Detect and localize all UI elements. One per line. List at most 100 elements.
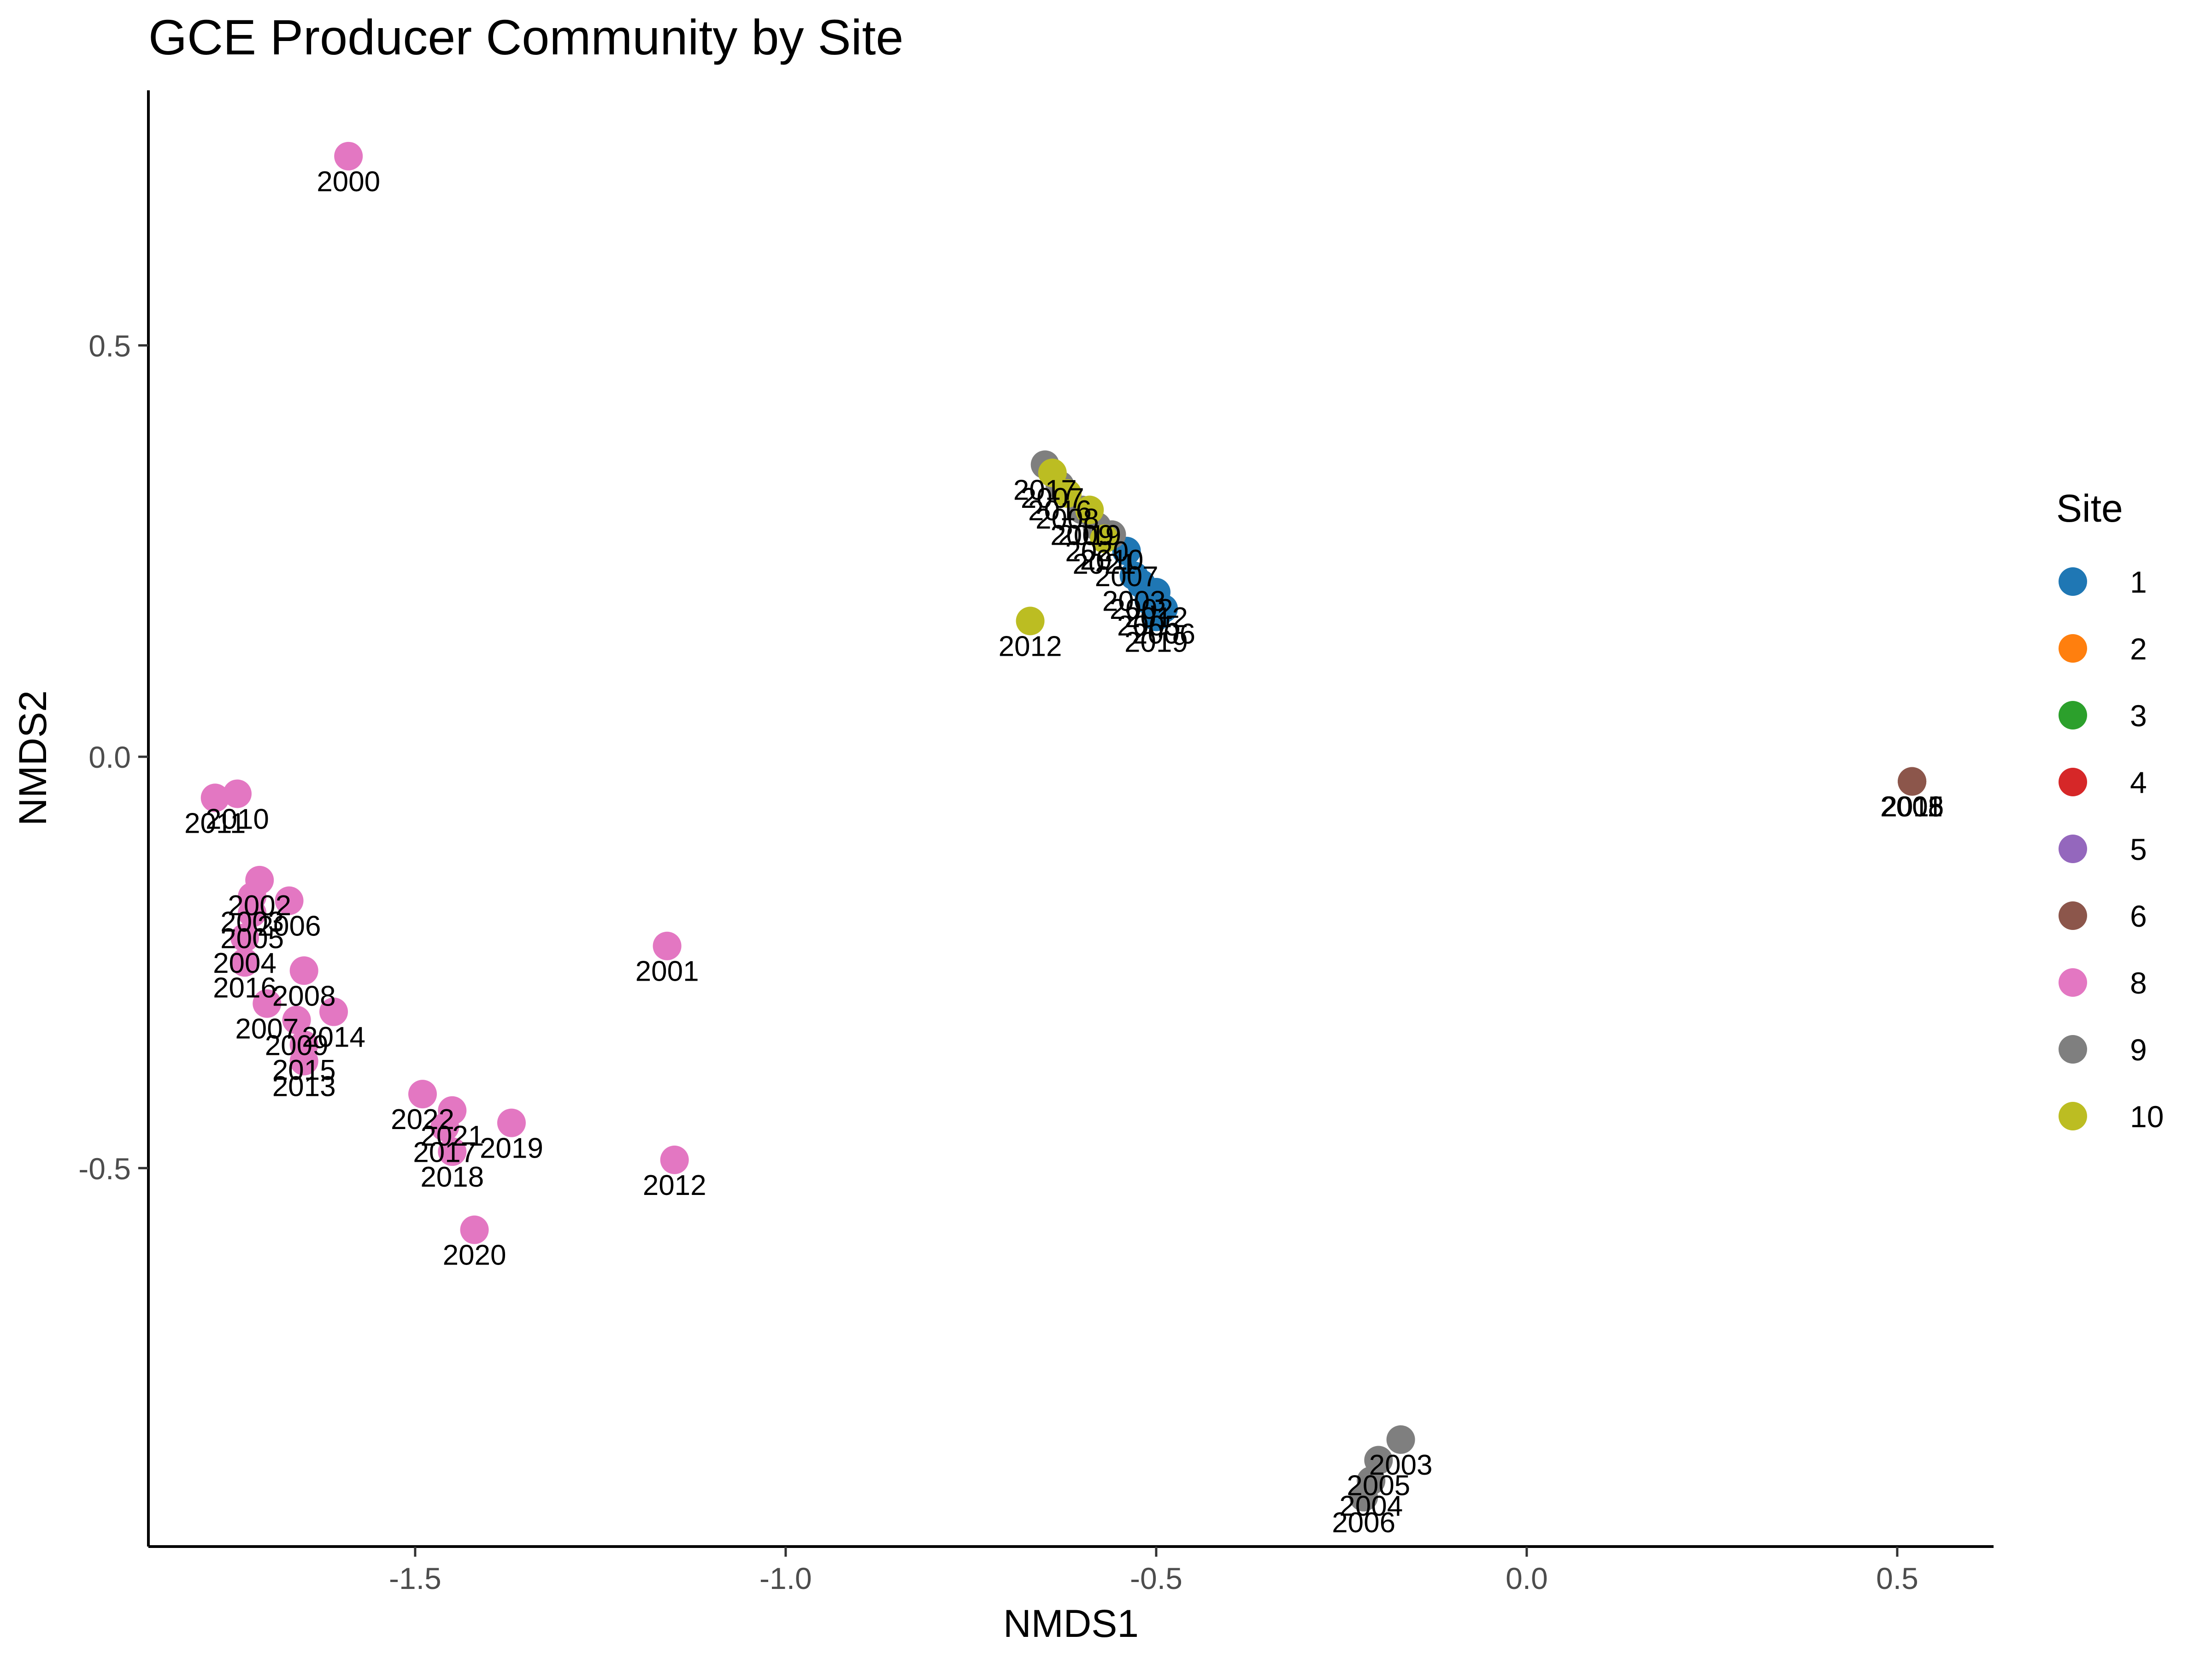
point-label: 2019	[1124, 627, 1188, 659]
point-label: 2012	[643, 1170, 706, 1201]
data-point-site-8	[282, 1006, 311, 1035]
chart-title: GCE Producer Community by Site	[148, 9, 904, 65]
axes	[147, 90, 1994, 1548]
point-label: 2020	[1065, 536, 1129, 568]
point-label: 2021	[420, 1120, 484, 1152]
y-tick-label: 0.5	[88, 329, 131, 363]
data-point-site-10	[1038, 459, 1067, 488]
legend-items: 1 2 3 4 5 6 8 9 10	[2059, 565, 2164, 1134]
legend: Site 1 2 3 4 5 6 8 9 10	[2056, 487, 2164, 1134]
data-point-site-8	[253, 989, 282, 1018]
x-tick-label: -1.5	[389, 1561, 441, 1595]
y-axis-title: NMDS2	[11, 690, 54, 826]
legend-label: 6	[2130, 899, 2147, 933]
point-label: 2012	[999, 631, 1062, 663]
point-label: 2017	[413, 1136, 477, 1168]
data-point-site-6	[1898, 767, 1927, 796]
legend-key	[2059, 768, 2087, 796]
point-label: 2013	[272, 1071, 336, 1103]
point-label: 2005	[1880, 791, 1944, 823]
legend-key	[2059, 1102, 2087, 1130]
point-label: 2020	[443, 1240, 506, 1271]
point-label: 2010	[1080, 544, 1143, 576]
point-label: 2006	[258, 911, 321, 942]
data-point-site-8	[460, 1215, 489, 1244]
data-point-site-10	[1090, 524, 1119, 553]
data-point-site-8	[200, 783, 229, 812]
data-point-site-1	[1141, 602, 1171, 631]
point-labels: 2007200320022012200520062019201120082005…	[184, 166, 1944, 1539]
data-point-site-8	[289, 956, 318, 985]
point-label: 2011	[184, 807, 246, 839]
point-label: 2000	[317, 166, 380, 198]
data-point-site-10	[1075, 495, 1104, 524]
legend-key	[2059, 835, 2087, 863]
data-point-site-10	[1016, 606, 1045, 635]
point-label: 2018	[420, 1161, 484, 1193]
point-label: 2021	[1072, 548, 1136, 580]
point-label: 2002	[1110, 594, 1173, 625]
x-tick-label: -1.0	[759, 1561, 812, 1595]
data-points	[200, 141, 1927, 1512]
point-label: 2004	[1339, 1490, 1403, 1522]
point-label: 2007	[235, 1013, 299, 1045]
point-label: 2016	[1028, 495, 1092, 527]
legend-label: 2	[2130, 632, 2147, 666]
point-label: 2003	[220, 906, 284, 938]
x-tick-label: 0.5	[1876, 1561, 1918, 1595]
data-point-site-9	[1349, 1483, 1378, 1512]
data-point-site-8	[275, 886, 304, 915]
point-label: 2003	[1369, 1449, 1433, 1481]
data-point-site-8	[653, 931, 682, 960]
data-point-site-8	[319, 997, 348, 1026]
data-point-site-8	[430, 1112, 459, 1141]
point-label: 2001	[635, 956, 699, 988]
data-point-site-8	[230, 923, 259, 952]
point-label: 2008	[272, 980, 336, 1012]
point-label: 2005	[1347, 1470, 1410, 1502]
y-tick-label: -0.5	[78, 1152, 131, 1186]
point-label: 2009	[265, 1030, 329, 1061]
legend-label: 8	[2130, 966, 2147, 1000]
legend-key	[2059, 901, 2087, 930]
point-label: 2004	[213, 947, 276, 979]
point-label: 2010	[206, 803, 269, 835]
point-label: 2014	[302, 1022, 365, 1053]
x-tick-label: -0.5	[1130, 1561, 1182, 1595]
data-point-site-9	[1386, 1425, 1415, 1454]
point-label: 2017	[1013, 474, 1077, 506]
legend-label: 5	[2130, 832, 2147, 866]
data-point-site-8	[230, 948, 259, 977]
legend-key	[2059, 968, 2087, 997]
point-label: 2011	[1881, 791, 1942, 823]
x-axis-title: NMDS1	[1003, 1602, 1139, 1645]
data-point-site-10	[1053, 479, 1082, 508]
point-label: 2006	[1332, 1507, 1395, 1539]
legend-title: Site	[2056, 487, 2123, 530]
point-label: 2007	[1021, 482, 1084, 514]
data-point-site-8	[289, 1047, 318, 1076]
point-label: 2008	[1035, 503, 1099, 535]
point-label: 2016	[213, 972, 276, 1004]
y-tick-label: 0.0	[88, 740, 131, 774]
point-label: 2019	[1058, 520, 1121, 552]
data-point-site-8	[334, 141, 363, 171]
legend-label: 4	[2130, 765, 2147, 800]
data-point-site-8	[438, 1137, 467, 1166]
data-point-site-8	[497, 1108, 526, 1137]
point-label: 2009	[1050, 520, 1114, 552]
point-label: 2015	[272, 1054, 336, 1086]
point-label: 2005	[220, 923, 284, 954]
point-label: 2007	[1095, 561, 1159, 593]
legend-key	[2059, 1035, 2087, 1064]
legend-key	[2059, 634, 2087, 663]
x-tick-label: 0.0	[1506, 1561, 1548, 1595]
x-ticks: -1.5 -1.0 -0.5 0.0 0.5	[389, 1547, 1918, 1595]
point-label: 2012	[1124, 602, 1188, 634]
y-ticks: -0.5 0.0 0.5	[78, 329, 148, 1186]
point-label: 2005	[1117, 610, 1181, 642]
legend-key	[2059, 567, 2087, 596]
point-label: 2019	[480, 1133, 543, 1165]
data-point-site-8	[408, 1080, 437, 1109]
